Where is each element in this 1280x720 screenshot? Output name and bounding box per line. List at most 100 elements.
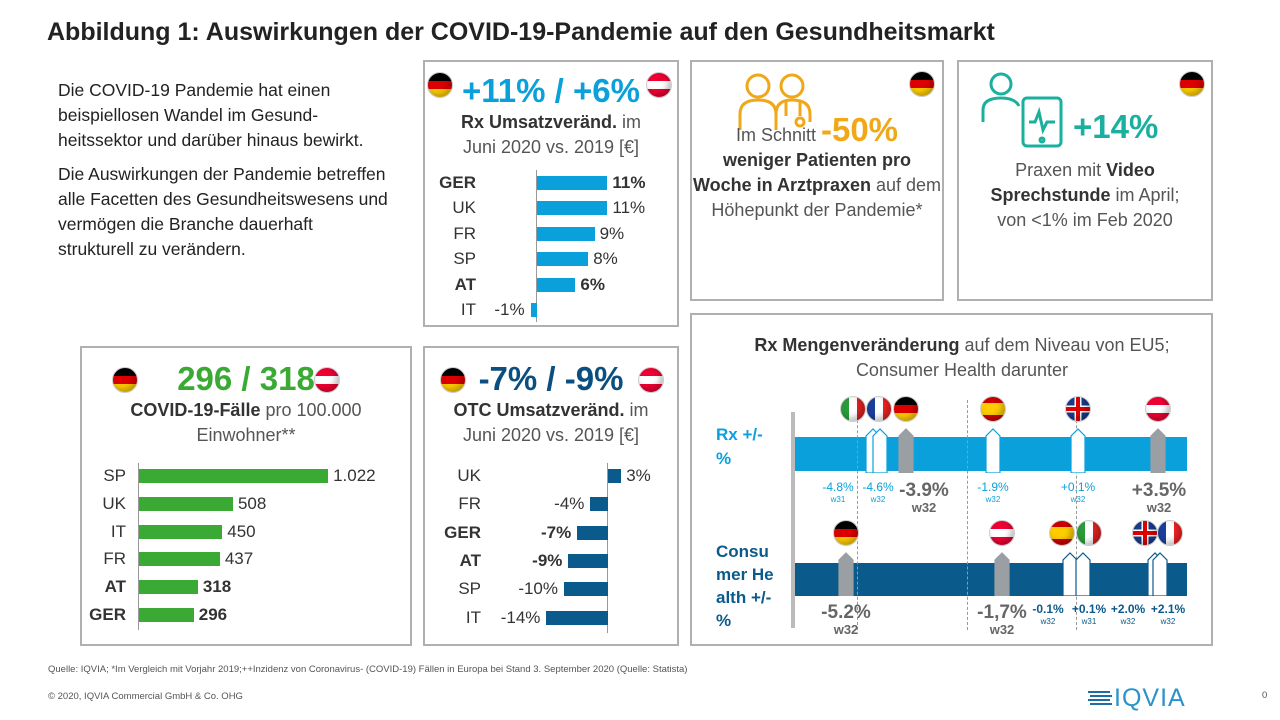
marker-week: w32 [1070, 495, 1086, 504]
page-number: 0 [1262, 690, 1268, 701]
category-label: SP [458, 579, 481, 599]
marker-value: +0.1% [1071, 602, 1107, 616]
marker-value: +2.1% [1150, 602, 1186, 616]
marker-uk [1070, 428, 1086, 473]
divider-line [857, 400, 858, 630]
austria-flag-icon [989, 520, 1015, 546]
marker-value: -5.2% [821, 602, 871, 623]
category-label: GER [89, 605, 126, 624]
bar-it [546, 610, 608, 625]
chart-axis [607, 463, 608, 633]
austria-flag-icon [646, 72, 672, 98]
covid-cases-panel: 296 / 318 COVID-19-Fälle pro 100.000 Einw… [80, 346, 412, 646]
otc-subtitle: OTC Umsatzveränd. im Juni 2020 vs. 2019 [… [453, 400, 649, 445]
germany-flag-icon [909, 71, 935, 97]
marker-value: -1,7% [977, 602, 1027, 623]
rx-row-label: Rx +/- % [716, 425, 763, 468]
spain-flag-icon [980, 396, 1006, 422]
marker-value: -4.8% [822, 480, 854, 494]
marker-value: +3.5% [1131, 480, 1187, 501]
value-label: -9% [532, 550, 563, 570]
germany-flag-icon [893, 396, 919, 422]
germany-flag-icon [112, 367, 138, 393]
italy-flag-icon [1076, 520, 1102, 546]
value-label: 11% [612, 173, 646, 192]
uk-flag-icon [1132, 520, 1158, 546]
covid-headline: 296 / 318 [177, 360, 315, 397]
value-label: 318 [202, 577, 232, 597]
marker-germany [898, 428, 914, 473]
france-flag-icon [866, 396, 892, 422]
patients-panel: Im Schnitt -50% weniger Patienten pro Wo… [690, 60, 944, 301]
bar-fr [139, 552, 220, 567]
doctors-icon [738, 73, 812, 130]
marker-value: -4.6% [862, 480, 894, 494]
chart-axis [138, 463, 139, 630]
source-note: Quelle: IQVIA; *Im Vergleich mit Vorjahr… [48, 664, 688, 675]
marker-value: -0.1% [1032, 602, 1064, 616]
category-label: IT [460, 300, 476, 319]
bar-sp [564, 582, 608, 597]
chart-axis [536, 170, 537, 323]
value-label: -10% [518, 579, 558, 599]
value-label: 437 [224, 549, 254, 569]
patients-text: Im Schnitt -50% weniger Patienten pro Wo… [692, 111, 942, 220]
category-label: AT [104, 577, 126, 597]
category-label: AT [459, 550, 481, 570]
france-flag-icon [1157, 520, 1183, 546]
category-label: UK [457, 466, 481, 485]
marker-france [872, 428, 888, 473]
value-label: 296 [198, 605, 228, 624]
axis-line [791, 412, 795, 628]
marker-week: w32 [1040, 617, 1056, 626]
bar-it [139, 524, 223, 539]
marker-week: w31 [1081, 617, 1097, 626]
category-label: UK [102, 493, 126, 513]
video-consultation-panel: +14% Praxen mit Video Sprechstunde im Ap… [957, 60, 1213, 301]
bar-sp [139, 469, 329, 483]
category-label: FR [103, 549, 126, 569]
value-label: -4% [554, 494, 585, 514]
value-label: -1% [494, 300, 525, 319]
marker-spain [985, 428, 1001, 473]
consumer-health-band [795, 563, 1187, 596]
marker-italy [1075, 552, 1091, 596]
value-label: 8% [593, 249, 618, 269]
category-label: FR [453, 223, 476, 243]
category-label: SP [453, 249, 476, 269]
video-value: +14% [1073, 108, 1159, 145]
uk-flag-icon [1065, 396, 1091, 422]
marker-austria [1150, 428, 1166, 473]
marker-week: w32 [985, 495, 1001, 504]
otc-sales-panel: -7% / -9% OTC Umsatzveränd. im Juni 2020 … [423, 346, 679, 646]
category-label: FR [458, 494, 481, 514]
bar-fr [590, 497, 608, 512]
category-label: GER [439, 173, 476, 192]
value-label: -7% [540, 522, 572, 542]
iqvia-logo-mark [1088, 690, 1112, 705]
germany-flag-icon [1179, 71, 1205, 97]
value-label: 9% [599, 223, 625, 243]
marker-week: w32 [833, 622, 859, 637]
germany-flag-icon [440, 367, 466, 393]
value-label: 450 [227, 521, 256, 541]
marker-week: w32 [1120, 617, 1136, 626]
category-label: SP [103, 466, 126, 485]
austria-flag-icon [314, 367, 340, 393]
bar-ger [139, 608, 194, 622]
bar-uk [608, 469, 622, 483]
value-label: 508 [237, 493, 267, 513]
divider-line [967, 400, 968, 630]
category-label: IT [465, 607, 481, 627]
marker-week: w32 [989, 622, 1015, 637]
slide-title: Abbildung 1: Auswirkungen der COVID-19-P… [47, 18, 995, 46]
tablet-video-call-icon [981, 72, 1063, 148]
austria-flag-icon [638, 367, 664, 393]
covid-subtitle: COVID-19-Fälle pro 100.000 Einwohner** [130, 400, 362, 445]
marker-germany [838, 552, 854, 596]
category-label: UK [452, 198, 476, 218]
value-label: 1.022 [333, 466, 376, 485]
rx-subtitle: Rx Umsatzveränd. im Juni 2020 vs. 2019 [€… [460, 112, 642, 157]
intro-paragraph-2: Die Auswirkungen der Pandemie betreffen … [58, 164, 388, 259]
marker-austria [994, 552, 1010, 596]
